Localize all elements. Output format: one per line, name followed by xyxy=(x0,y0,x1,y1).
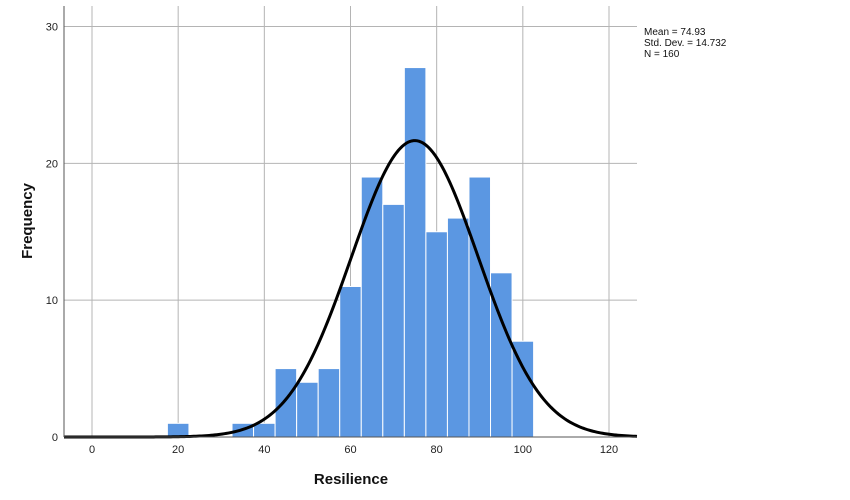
y-axis-title: Frequency xyxy=(19,182,36,259)
stats-std-dev: Std. Dev. = 14.732 xyxy=(644,38,727,49)
x-tick-label: 40 xyxy=(258,444,270,456)
stats-mean: Mean = 74.93 xyxy=(644,27,706,38)
histogram-bar xyxy=(446,217,470,438)
histogram-bars xyxy=(166,67,535,438)
histogram-bar xyxy=(403,67,427,438)
x-tick-label: 20 xyxy=(172,444,184,456)
grid-lines xyxy=(64,6,637,437)
y-tick-label: 20 xyxy=(46,158,58,170)
y-tick-label: 10 xyxy=(46,295,58,307)
histogram-bar xyxy=(296,381,319,438)
histogram-bar xyxy=(253,422,276,438)
x-tick-label: 120 xyxy=(600,444,618,456)
histogram-bar xyxy=(468,176,492,438)
histogram-bar xyxy=(317,368,341,438)
x-tick-label: 60 xyxy=(344,444,356,456)
histogram-bar xyxy=(339,285,362,438)
x-tick-label: 80 xyxy=(431,444,443,456)
x-tick-label: 0 xyxy=(89,444,95,456)
x-tick-label: 100 xyxy=(514,444,532,456)
x-axis-title: Resilience xyxy=(314,471,388,488)
histogram-bar xyxy=(425,231,448,438)
axes xyxy=(63,6,637,438)
histogram-bar xyxy=(274,368,298,438)
histogram-bar xyxy=(166,422,190,438)
histogram-bar xyxy=(382,203,405,438)
y-tick-label: 0 xyxy=(52,432,58,444)
histogram-bar xyxy=(360,176,384,438)
y-tick-label: 30 xyxy=(46,22,58,34)
tick-labels: 0 20 40 60 80 100 120 0 10 20 30 xyxy=(46,22,618,456)
stats-box: Mean = 74.93 Std. Dev. = 14.732 N = 160 xyxy=(644,27,727,60)
stats-n: N = 160 xyxy=(644,49,680,60)
